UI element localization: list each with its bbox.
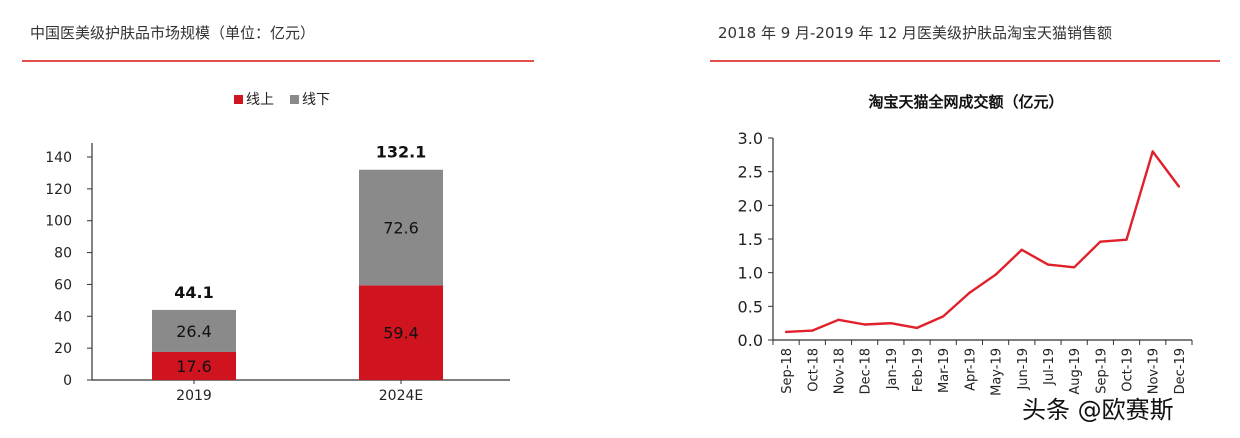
y-tick-label: 0 bbox=[63, 373, 72, 389]
y-tick-label: 0.0 bbox=[738, 331, 763, 350]
data-point bbox=[1020, 248, 1023, 251]
y-tick-label: 0.5 bbox=[738, 297, 763, 316]
series-line bbox=[786, 150, 1180, 334]
data-point bbox=[1125, 238, 1128, 241]
data-point bbox=[837, 318, 840, 321]
bar-value-label: 17.6 bbox=[176, 357, 212, 376]
data-point bbox=[968, 291, 971, 295]
x-tick-label: Jan-19 bbox=[885, 348, 900, 390]
x-tick-label: Jun-19 bbox=[1016, 348, 1031, 391]
x-tick-label: Nov-19 bbox=[1147, 348, 1162, 394]
x-tick-label: Oct-19 bbox=[1121, 348, 1136, 392]
x-tick-label: Sep-18 bbox=[780, 348, 795, 394]
x-tick-label: 2019 bbox=[176, 388, 212, 404]
y-tick-label: 40 bbox=[54, 309, 72, 325]
y-tick-label: 120 bbox=[45, 182, 72, 198]
x-tick-label: May-19 bbox=[990, 348, 1005, 396]
bar-value-label: 59.4 bbox=[383, 324, 419, 343]
y-tick-label: 20 bbox=[54, 341, 72, 357]
left-title-divider bbox=[22, 60, 534, 62]
legend-label: 线下 bbox=[302, 92, 330, 108]
data-point bbox=[784, 330, 788, 334]
bar-segment bbox=[359, 169, 443, 286]
x-tick-label: Nov-18 bbox=[832, 348, 847, 394]
y-tick-label: 60 bbox=[54, 277, 72, 293]
y-tick-label: 1.5 bbox=[738, 230, 763, 249]
left-chart-title: 中国医美级护肤品市场规模（单位：亿元） bbox=[30, 24, 316, 42]
legend-label: 线上 bbox=[246, 92, 274, 108]
bar-value-label: 26.4 bbox=[176, 322, 212, 341]
x-tick-label: Jul-19 bbox=[1042, 348, 1057, 386]
data-point bbox=[1177, 185, 1181, 188]
y-tick-label: 3.0 bbox=[738, 129, 763, 148]
right-title-divider bbox=[710, 60, 1220, 62]
data-point bbox=[1151, 150, 1154, 153]
data-point bbox=[863, 323, 866, 326]
market-size-bar-chart: 0 20 40 60 80 100 120 140 线上 线下 17.6 26.4 44.1 2019 59… bbox=[45, 92, 510, 404]
data-point bbox=[942, 315, 945, 318]
y-tick-label: 80 bbox=[54, 246, 72, 262]
bar-segment bbox=[152, 351, 236, 380]
y-tick-label: 2.0 bbox=[738, 196, 763, 215]
bar-total-label: 132.1 bbox=[376, 143, 427, 162]
bar-segment bbox=[359, 285, 443, 380]
bar-segment bbox=[152, 309, 236, 352]
data-point bbox=[889, 321, 893, 325]
data-point bbox=[811, 329, 814, 332]
bar-value-label: 72.6 bbox=[383, 219, 419, 238]
data-point bbox=[994, 273, 997, 276]
y-tick-label: 100 bbox=[45, 214, 72, 230]
bar-total-label: 44.1 bbox=[174, 283, 213, 302]
y-tick-label: 2.5 bbox=[738, 163, 763, 182]
x-tick-label: Dec-18 bbox=[859, 348, 874, 394]
x-tick-label: Mar-19 bbox=[937, 348, 952, 393]
x-tick-label: 2024E bbox=[379, 388, 423, 404]
chart-subtitle: 淘宝天猫全网成交额（亿元） bbox=[867, 93, 1063, 111]
watermark-text: 头条 @欧赛斯 bbox=[1022, 396, 1174, 424]
x-tick-label: Sep-19 bbox=[1094, 348, 1109, 394]
y-tick-label: 1.0 bbox=[738, 264, 763, 283]
legend-swatch bbox=[290, 95, 299, 104]
y-tick-label: 140 bbox=[45, 150, 72, 166]
x-tick-label: Oct-18 bbox=[806, 348, 821, 392]
x-tick-label: Aug-19 bbox=[1068, 348, 1083, 395]
legend-swatch bbox=[234, 95, 243, 104]
right-chart-title: 2018 年 9 月-2019 年 12 月医美级护肤品淘宝天猫销售额 bbox=[718, 24, 1113, 42]
x-tick-label: Dec-19 bbox=[1173, 348, 1188, 394]
x-tick-label: Feb-19 bbox=[911, 348, 926, 392]
data-point bbox=[915, 326, 919, 330]
x-tick-label: Apr-19 bbox=[963, 348, 978, 391]
data-point bbox=[1046, 263, 1050, 266]
data-point bbox=[1099, 240, 1102, 243]
data-point bbox=[1072, 266, 1076, 269]
